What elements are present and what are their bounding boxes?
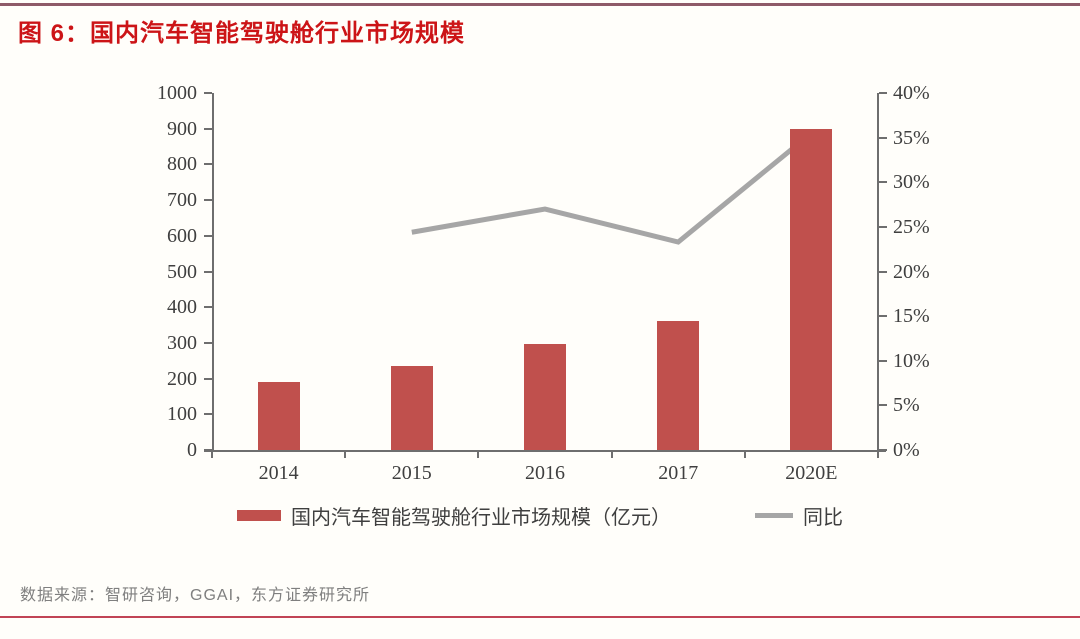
legend-label-yoy: 同比 [803,507,843,529]
bar-2014 [257,382,300,450]
bar-2015 [390,366,433,450]
right-axis-tick [879,136,887,139]
left-axis-label: 300 [167,331,197,354]
left-axis-label: 400 [167,296,197,319]
legend-item-yoy: 同比 [755,501,843,530]
x-axis-label: 2014 [258,462,299,484]
left-axis-label: 800 [167,153,197,176]
x-axis-label: 2016 [525,462,565,484]
left-axis-label: 1000 [157,82,197,104]
left-axis-label: 900 [167,117,197,140]
left-axis-tick [204,413,212,416]
right-axis-tick [879,404,887,407]
right-axis-label: 20% [893,260,930,283]
left-axis-tick [204,449,212,451]
left-axis-tick [204,199,212,202]
bar-2020E [790,128,833,450]
bar-series-swatch-icon [237,510,281,521]
left-axis-line [212,93,214,452]
figure-title: 图 6：国内汽车智能驾驶舱行业市场规模 [18,20,466,47]
left-axis-tick [204,92,212,94]
left-axis-label: 0 [187,439,197,461]
right-axis-tick [879,449,887,451]
left-axis-tick [204,306,212,309]
bar-2017 [657,320,700,450]
x-axis-tick [877,450,879,458]
x-axis-label: 2020E [785,462,838,484]
left-axis-tick [204,163,212,166]
x-axis-tick [743,450,746,458]
right-axis-label: 30% [893,171,930,194]
x-axis-tick [610,450,613,458]
right-axis-tick [879,92,887,94]
left-axis-label: 200 [167,367,197,390]
right-axis-tick [879,315,887,318]
legend-item-market-size: 国内汽车智能驾驶舱行业市场规模（亿元） [237,501,671,530]
left-axis-tick [204,377,212,380]
right-axis-tick [879,270,887,273]
top-divider [0,3,1080,6]
line-series-swatch-icon [755,513,793,518]
right-axis-tick [879,181,887,184]
legend-label-market-size: 国内汽车智能驾驶舱行业市场规模（亿元） [291,507,671,529]
right-axis-label: 15% [893,305,930,328]
right-axis-tick [879,225,887,228]
right-axis-label: 10% [893,349,930,372]
data-source-note: 数据来源：智研咨询，GGAI，东方证券研究所 [20,587,371,604]
right-axis-tick [879,359,887,362]
left-axis-tick [204,234,212,237]
x-axis-tick [211,450,213,458]
right-axis-label: 0% [893,439,920,461]
chart-legend: 国内汽车智能驾驶舱行业市场规模（亿元） 同比 [0,501,1080,530]
x-axis-label: 2017 [658,462,699,484]
right-axis-label: 35% [893,126,930,149]
yoy-growth-polyline [411,131,813,245]
left-axis-label: 100 [167,403,197,426]
x-axis-label: 2015 [391,462,432,484]
right-axis-label: 25% [893,215,930,238]
right-axis-line [877,93,879,452]
left-axis-label: 600 [167,224,197,247]
left-axis-tick [204,270,212,273]
bottom-divider [0,616,1080,618]
x-axis-line [204,450,886,452]
right-axis-label: 5% [893,394,920,417]
left-axis-tick [204,341,212,344]
left-axis-tick [204,127,212,130]
right-axis-label: 40% [893,82,930,104]
bar-2016 [524,343,566,450]
x-axis-tick [477,450,480,458]
left-axis-label: 700 [167,189,197,212]
x-axis-tick [344,450,347,458]
left-axis-label: 500 [167,260,197,283]
